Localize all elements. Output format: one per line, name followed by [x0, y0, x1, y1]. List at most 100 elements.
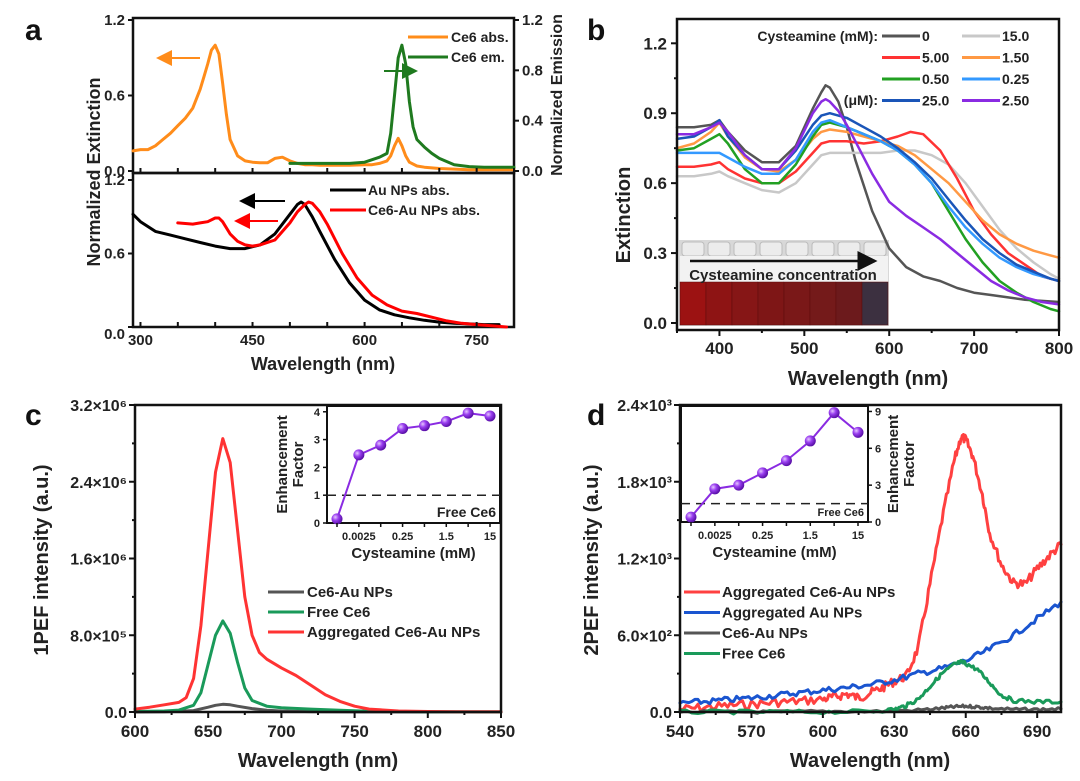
reference-line-label: Free Ce6 — [818, 507, 864, 519]
series-line-aggregated-ce6-au-nps — [678, 433, 1063, 713]
y-tick-label: 0.0 — [105, 705, 127, 722]
legend-label-0-25: 0.25 — [1002, 71, 1029, 87]
vial-cap — [733, 241, 757, 257]
inset-y-tick-label: 1 — [314, 490, 320, 502]
inset-data-point — [685, 511, 697, 523]
y-tick-label-right: 0.4 — [522, 113, 544, 130]
legend-label-free-ce6: Free Ce6 — [722, 646, 785, 663]
panel-a-ylabel: Normalized Extinction — [84, 77, 104, 266]
inset-data-point — [733, 479, 745, 491]
legend-label-15-0: 15.0 — [1002, 28, 1029, 44]
panel-c-legend: Ce6-Au NPs Free Ce6 Aggregated Ce6-Au NPs — [268, 584, 480, 641]
x-tick-label: 800 — [414, 722, 442, 741]
y-tick-label: 0.0 — [650, 705, 672, 722]
inset-data-point — [780, 455, 792, 467]
inset-data-point — [418, 420, 430, 432]
series-line-ce6-abs — [131, 43, 516, 172]
x-tick-label: 600 — [809, 722, 837, 741]
y-tick-label: 3.2×10⁶ — [70, 398, 127, 415]
vial-cap — [811, 241, 835, 257]
inset-x-tick-label: 0.0025 — [342, 531, 376, 543]
inset-data-point — [462, 407, 474, 419]
inset-data-point — [828, 407, 840, 419]
legend-label-ce6-au-nps: Ce6-Au NPs abs. — [368, 202, 480, 218]
series-line-0-25 — [675, 118, 1061, 283]
series-line-aggregated-au-nps — [678, 600, 1063, 706]
y-tick-label: 6.0×10² — [617, 628, 672, 645]
panel-a-ylabel-right: Normalized Emission — [549, 14, 566, 176]
inset-xlabel: Cysteamine (mM) — [712, 544, 836, 561]
x-tick-label: 660 — [952, 722, 980, 741]
y-tick-label: 2.4×10⁶ — [70, 475, 127, 492]
series-line-au-nps-abs — [131, 200, 501, 327]
x-tick-label: 750 — [464, 332, 489, 349]
legend-label-ce6-abs: Ce6 abs. — [451, 29, 509, 45]
inset-x-tick-label: 15 — [852, 530, 864, 542]
inset-x-tick-label: 0.0025 — [698, 530, 732, 542]
inset-data-point — [375, 439, 387, 451]
series-line-25-0 — [675, 111, 1061, 283]
series-line-aggregated-ce6-au-nps — [133, 437, 503, 714]
vial-liquid — [783, 281, 811, 326]
x-tick-label: 600 — [121, 722, 149, 741]
x-tick-label: 690 — [1023, 722, 1051, 741]
inset-x-tick-label: 15 — [484, 531, 496, 543]
legend-label-ce6-au-nps: Ce6-Au NPs — [722, 625, 808, 642]
panel-c-inset: Free Ce6 0 1 2 3 4 0.0025 0.25 1.5 15 Cysteamine (… — [274, 405, 501, 562]
x-tick-label: 850 — [487, 722, 515, 741]
panel-b-xlabel: Wavelength (nm) — [788, 368, 948, 390]
legend-label-0: 0 — [922, 28, 930, 44]
vial-cap — [837, 241, 861, 257]
inset-y-tick-label: 3 — [314, 435, 320, 447]
x-tick-label: 750 — [340, 722, 368, 741]
inset-y-tick-label: 6 — [875, 443, 881, 455]
inset-x-tick-label: 0.25 — [752, 530, 773, 542]
x-tick-label: 700 — [960, 339, 988, 358]
legend-label-2-50: 2.50 — [1002, 93, 1029, 109]
y-tick-label: 1.2 — [104, 172, 125, 189]
legend-label-25-0: 25.0 — [922, 93, 949, 109]
x-tick-label: 600 — [875, 339, 903, 358]
panel-d-legend: Aggregated Ce6-Au NPs Aggregated Au NPs Ce… — [684, 584, 895, 663]
vial-liquid — [679, 281, 707, 326]
x-tick-label: 800 — [1045, 339, 1073, 358]
y-tick-label: 0.6 — [104, 88, 125, 105]
vial-cap — [863, 241, 887, 257]
y-tick-label-right: 0.8 — [522, 62, 543, 79]
series-line-2-50 — [675, 97, 1061, 306]
inset-data-point — [353, 449, 365, 461]
panel-a-bottom-frame — [131, 171, 516, 329]
inset-y-tick-label: 9 — [875, 406, 881, 418]
y-tick-label: 2.4×10³ — [617, 398, 672, 415]
y-tick-label: 1.2 — [104, 12, 125, 29]
legend-label-aggregated-ce6-au-nps: Aggregated Ce6-Au NPs — [722, 584, 895, 601]
vial-cap — [785, 241, 809, 257]
legend-label-ce6-em: Ce6 em. — [451, 49, 505, 65]
panel-b-legend: 0 15.0 5.00 1.50 0.50 0.25 25.0 2.50 — [882, 28, 1029, 109]
vial-liquid — [809, 281, 837, 326]
legend-label-1-50: 1.50 — [1002, 50, 1029, 66]
inset-ylabel-line1: Enhancement — [274, 415, 291, 513]
inset-y-tick-label: 4 — [314, 407, 321, 419]
legend-label-0-50: 0.50 — [922, 71, 949, 87]
y-tick-label-right: 1.2 — [522, 12, 543, 29]
panel-c-plot: 0.0 8.0×10⁵ 1.6×10⁶ 2.4×10⁶ 3.2×10⁶ 600 650 700… — [70, 398, 515, 741]
vial-liquid — [705, 281, 733, 326]
legend-label-5-00: 5.00 — [922, 50, 949, 66]
panel-label-a: a — [25, 14, 42, 47]
y-tick-label: 1.8×10³ — [617, 475, 672, 492]
inset-y-tick-label: 0 — [875, 517, 881, 529]
x-tick-label: 570 — [737, 722, 765, 741]
series-line-free-ce6 — [133, 619, 503, 714]
vial-photo: Cysteamine concentration — [679, 240, 889, 326]
legend-title-mm: Cysteamine (mM): — [757, 28, 878, 44]
panel-c-frame — [133, 403, 503, 714]
inset-data-point — [397, 422, 409, 434]
vial-liquid — [731, 281, 759, 326]
vial-liquid — [757, 281, 785, 326]
y-tick-label: 1.2×10³ — [617, 552, 672, 569]
inset-data-point — [440, 416, 452, 428]
